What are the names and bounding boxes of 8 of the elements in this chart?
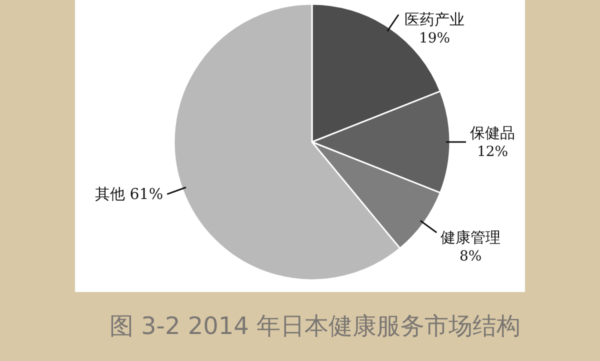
data-label: 19%	[419, 30, 450, 47]
data-label: 8%	[459, 248, 482, 265]
slice-label: 其他 61%	[94, 185, 164, 204]
slice-label: 健康管理	[440, 228, 501, 247]
data-label: 12%	[476, 144, 508, 160]
slice-label: 保健品	[470, 124, 515, 142]
slice-label: 医药产业	[404, 10, 465, 29]
text: 图 3-2 2014 年日本健康服务市场结构	[109, 312, 521, 340]
